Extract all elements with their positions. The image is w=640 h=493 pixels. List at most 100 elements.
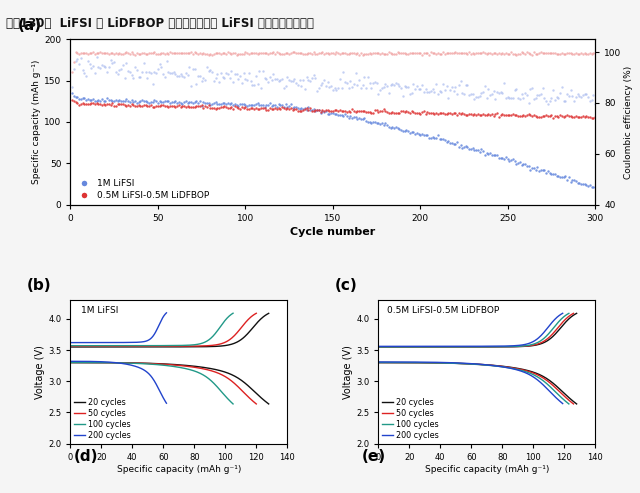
Point [77, 49, 88, 57]
50 cycles [491, 363, 499, 369]
Point [344, 50, 354, 58]
Point [265, 73, 275, 81]
200 cycles [147, 374, 155, 380]
Point [289, 48, 300, 56]
Point [457, 143, 467, 151]
Point [308, 105, 319, 113]
Point [562, 49, 572, 57]
Point [300, 50, 310, 58]
Point [161, 57, 172, 65]
Point [314, 84, 324, 92]
Point [252, 80, 262, 88]
Point [475, 148, 485, 156]
Point [497, 89, 508, 97]
Point [291, 103, 301, 111]
Point [258, 67, 268, 75]
Point [449, 140, 459, 148]
Point [263, 78, 273, 86]
Point [424, 88, 434, 96]
Point [188, 104, 198, 111]
Point [193, 72, 204, 80]
Point [525, 166, 536, 174]
Point [349, 107, 359, 115]
Line: 200 cycles: 200 cycles [70, 361, 166, 403]
20 cycles [234, 375, 241, 381]
Point [90, 98, 100, 106]
Point [382, 82, 392, 90]
Point [275, 105, 285, 113]
Point [81, 96, 92, 104]
Point [303, 49, 314, 57]
Point [370, 118, 380, 126]
Point [436, 89, 446, 97]
Point [298, 106, 308, 113]
Point [462, 143, 472, 151]
Point [394, 49, 404, 57]
Point [588, 113, 598, 121]
Point [550, 112, 560, 120]
Point [225, 105, 235, 112]
Point [99, 97, 109, 105]
Point [115, 96, 125, 104]
Point [132, 66, 142, 74]
Point [330, 109, 340, 117]
Point [316, 108, 326, 116]
Point [356, 115, 366, 123]
Point [232, 70, 242, 78]
Point [471, 111, 481, 119]
Point [447, 110, 457, 118]
Point [113, 98, 123, 106]
Point [580, 49, 590, 57]
Point [415, 110, 426, 118]
Text: (c): (c) [335, 278, 358, 293]
Point [72, 94, 83, 102]
Point [291, 79, 301, 87]
Point [328, 107, 338, 115]
Point [417, 130, 427, 138]
Point [447, 83, 457, 91]
Point [244, 101, 254, 109]
Point [403, 83, 413, 91]
Point [93, 49, 104, 57]
Point [324, 50, 335, 58]
Point [524, 162, 534, 170]
Point [79, 69, 90, 77]
Point [167, 49, 177, 57]
Point [149, 103, 159, 111]
Point [74, 95, 84, 103]
Point [399, 49, 410, 57]
Point [588, 91, 598, 99]
Point [426, 48, 436, 56]
Point [397, 49, 408, 57]
Point [475, 93, 485, 101]
Point [387, 80, 397, 88]
Point [214, 101, 224, 108]
Point [273, 77, 284, 85]
200 cycles [67, 358, 75, 364]
Point [342, 107, 352, 115]
Point [153, 100, 163, 107]
Point [547, 171, 557, 178]
Point [252, 99, 262, 107]
Point [319, 76, 329, 84]
Point [142, 74, 152, 82]
Point [435, 135, 445, 143]
Point [303, 75, 314, 83]
Y-axis label: Voltage (V): Voltage (V) [343, 345, 353, 399]
Point [106, 49, 116, 57]
Point [83, 100, 93, 108]
Point [233, 105, 243, 112]
Point [249, 49, 259, 57]
Point [564, 173, 574, 181]
Point [454, 109, 464, 117]
Point [284, 76, 294, 84]
Point [387, 108, 397, 116]
Point [404, 49, 415, 57]
Point [134, 101, 144, 109]
Point [370, 106, 380, 114]
Point [494, 90, 504, 98]
Point [116, 101, 126, 108]
Point [410, 130, 420, 138]
Point [179, 49, 189, 57]
Point [531, 95, 541, 103]
